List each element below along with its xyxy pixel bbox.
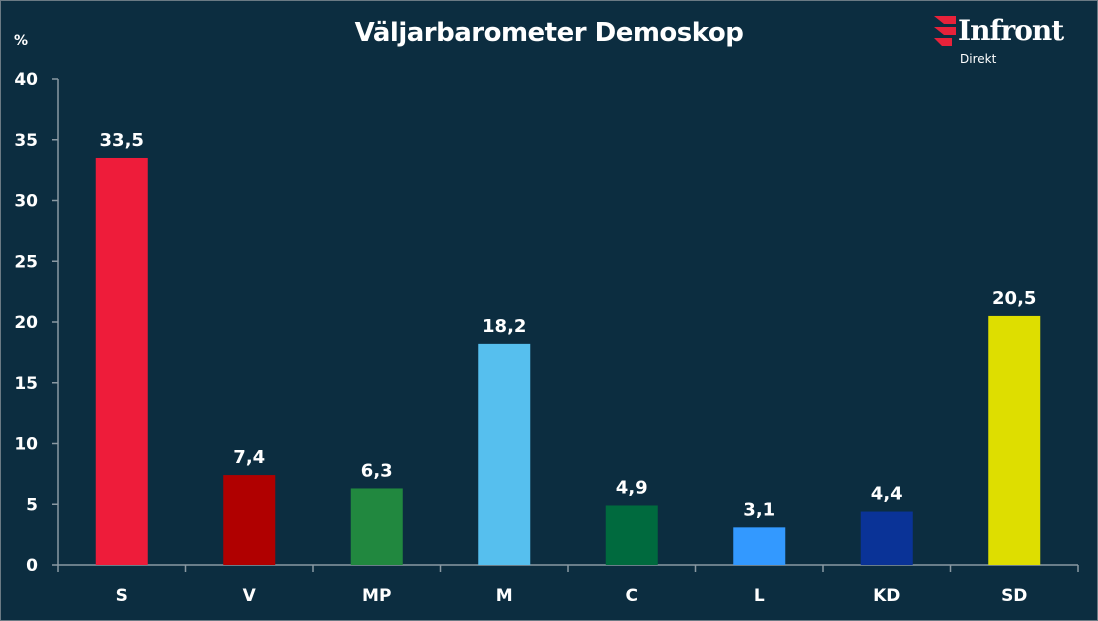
- y-tick-label: 10: [14, 435, 38, 455]
- x-tick-label-sd: SD: [1001, 586, 1027, 606]
- bar-s: [95, 157, 148, 565]
- y-tick-label: 5: [26, 495, 38, 515]
- bar-kd: [860, 511, 913, 565]
- chart-title: Väljarbarometer Demoskop: [354, 18, 744, 48]
- x-tick-label-s: S: [116, 586, 128, 606]
- value-label-m: 18,2: [482, 316, 526, 337]
- x-tick-label-v: V: [243, 586, 257, 606]
- logo-subtitle: Direkt: [960, 52, 997, 66]
- value-label-s: 33,5: [100, 130, 144, 151]
- value-label-v: 7,4: [233, 447, 265, 468]
- bar-mp: [350, 488, 403, 565]
- y-tick-label: 30: [14, 192, 38, 212]
- logo-wordmark: Infront: [958, 14, 1064, 47]
- bar-v: [223, 475, 276, 565]
- axes: 0 5 10 15 20 25 30 35 40: [14, 70, 1079, 576]
- value-label-sd: 20,5: [992, 288, 1036, 309]
- x-tick-label-mp: MP: [362, 586, 391, 606]
- value-label-kd: 4,4: [871, 484, 903, 505]
- y-tick-label: 40: [14, 70, 38, 90]
- value-label-l: 3,1: [743, 499, 775, 520]
- bar-c: [605, 505, 658, 565]
- y-tick-label: 0: [26, 556, 38, 576]
- bar-m: [478, 343, 531, 565]
- x-tick-label-l: L: [754, 586, 765, 606]
- bar-sd: [988, 315, 1041, 565]
- bars: [95, 157, 1041, 565]
- x-tick-label-c: C: [626, 586, 638, 606]
- y-axis-unit-label: %: [14, 33, 29, 49]
- bar-l: [733, 527, 786, 565]
- y-tick-label: 20: [14, 313, 38, 333]
- y-tick-label: 15: [14, 374, 38, 394]
- labels: 33,5 S 7,4 V 6,3 MP 18,2 M 4,9 C 3,1 L 4,4 KD 20,5 SD: [100, 130, 1037, 606]
- y-tick-label: 25: [14, 252, 38, 272]
- infront-mark-icon: [934, 16, 956, 46]
- x-tick-label-kd: KD: [873, 586, 900, 606]
- value-label-c: 4,9: [616, 477, 648, 498]
- value-label-mp: 6,3: [361, 460, 393, 481]
- x-tick-label-m: M: [496, 586, 513, 606]
- infront-logo: Infront Direkt: [932, 14, 1082, 74]
- y-tick-label: 35: [14, 131, 38, 151]
